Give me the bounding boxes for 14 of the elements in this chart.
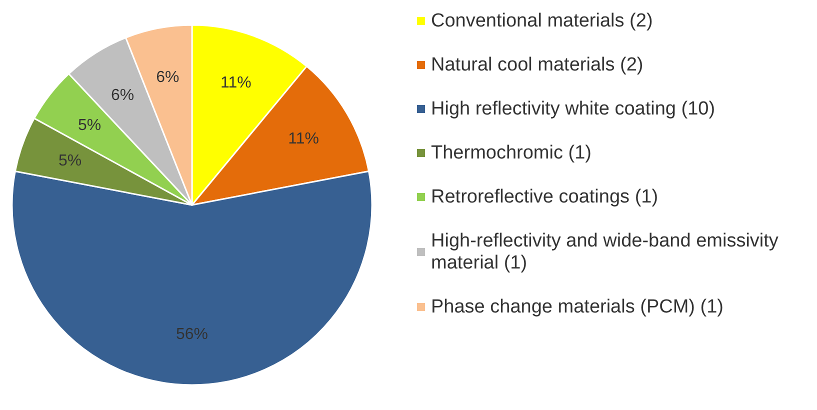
legend-label: Thermochromic (1)	[431, 142, 592, 164]
data-label: 6%	[110, 87, 134, 104]
data-label: 11%	[288, 130, 319, 148]
legend-label: Phase change materials (PCM) (1)	[431, 296, 724, 318]
data-label: 56%	[176, 326, 208, 344]
data-label: 5%	[78, 117, 102, 134]
legend-label: Conventional materials (2)	[431, 10, 653, 32]
data-label: 11%	[220, 74, 252, 92]
legend-label: Retroreflective coatings (1)	[431, 186, 658, 208]
legend-label: High-reflectivity and wide-band emissivity material (1)	[431, 230, 784, 274]
legend-label: Natural cool materials (2)	[431, 54, 644, 76]
data-label: 5%	[58, 152, 82, 170]
data-label: 6%	[156, 69, 180, 86]
legend-label: High reflectivity white coating (10)	[431, 98, 716, 120]
